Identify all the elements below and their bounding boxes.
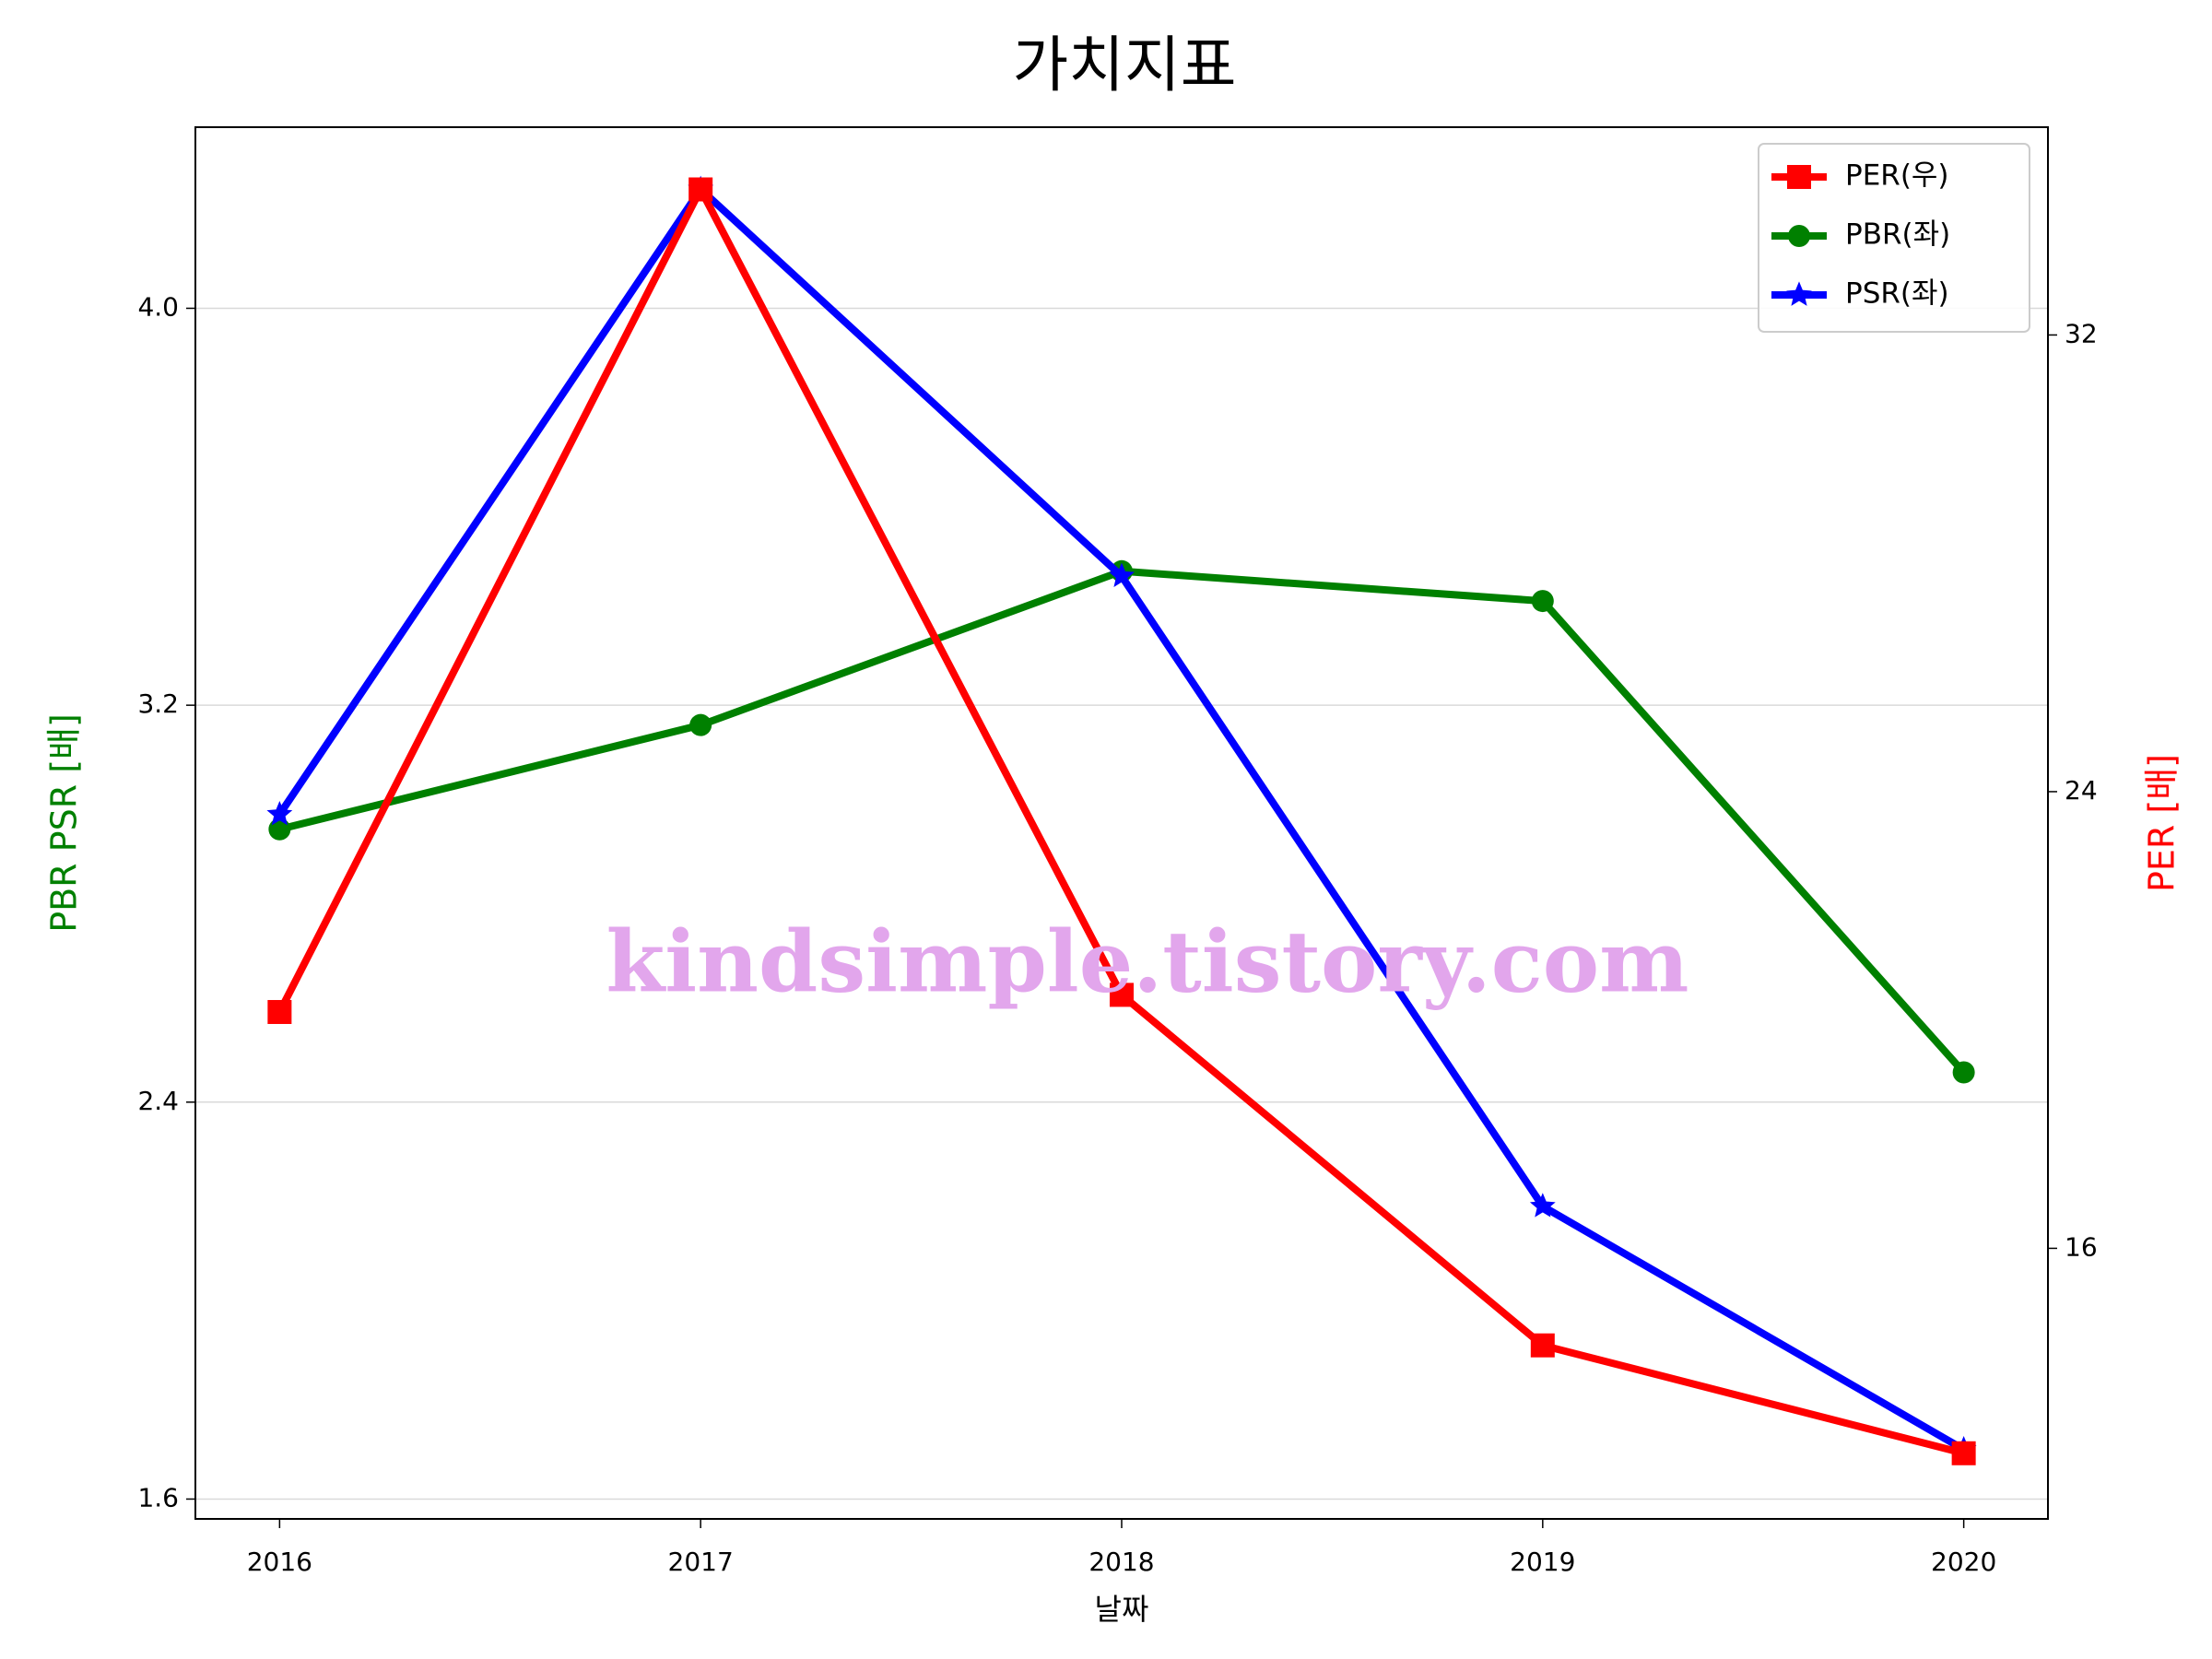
x-tick-label: 2016 bbox=[247, 1547, 312, 1577]
marker bbox=[689, 713, 712, 736]
marker bbox=[1109, 562, 1135, 587]
legend-label: PER(우) bbox=[1845, 159, 1949, 193]
y-tick-label: 1.6 bbox=[137, 1482, 179, 1512]
y2-tick-label: 16 bbox=[2065, 1231, 2098, 1262]
y2-tick-label: 32 bbox=[2065, 318, 2098, 348]
y-tick-label: 2.4 bbox=[137, 1086, 179, 1116]
x-tick-label: 2020 bbox=[1931, 1547, 1996, 1577]
series-line bbox=[276, 185, 1966, 1453]
x-tick-label: 2019 bbox=[1510, 1547, 1575, 1577]
x-tick-label: 2017 bbox=[668, 1547, 734, 1577]
y-tick-label: 3.2 bbox=[137, 688, 179, 719]
marker bbox=[1531, 590, 1554, 613]
marker bbox=[1529, 1193, 1556, 1218]
marker bbox=[267, 1000, 292, 1025]
marker bbox=[1110, 982, 1134, 1007]
legend-marker bbox=[1788, 225, 1810, 247]
legend-box bbox=[1758, 143, 2030, 333]
legend-marker bbox=[1786, 281, 1812, 306]
marker bbox=[1530, 1333, 1555, 1358]
y2-axis-label: PER [배] bbox=[2142, 754, 2183, 892]
x-tick-label: 2018 bbox=[1088, 1547, 1154, 1577]
y-axis-label: PBR PSR [배] bbox=[44, 713, 85, 933]
chart-title: 가치지표 bbox=[1013, 29, 1237, 100]
legend-label: PSR(좌) bbox=[1845, 277, 1949, 311]
x-axis-label: 날짜 bbox=[1095, 1592, 1149, 1627]
marker bbox=[1951, 1441, 1976, 1465]
legend: PER(우) PBR(좌) PSR(좌) bbox=[1758, 143, 2030, 333]
marker bbox=[1952, 1061, 1975, 1084]
marker bbox=[266, 800, 293, 826]
y2-tick-label: 24 bbox=[2065, 775, 2098, 806]
series-line bbox=[276, 185, 1965, 1457]
legend-marker bbox=[1787, 165, 1811, 189]
y-tick-label: 4.0 bbox=[137, 291, 179, 322]
watermark: kindsimple.tistory.com bbox=[606, 912, 1688, 1012]
legend-label: PBR(좌) bbox=[1845, 218, 1950, 252]
plot-frame bbox=[194, 126, 2049, 1520]
marker bbox=[268, 818, 291, 841]
marker bbox=[688, 177, 713, 202]
